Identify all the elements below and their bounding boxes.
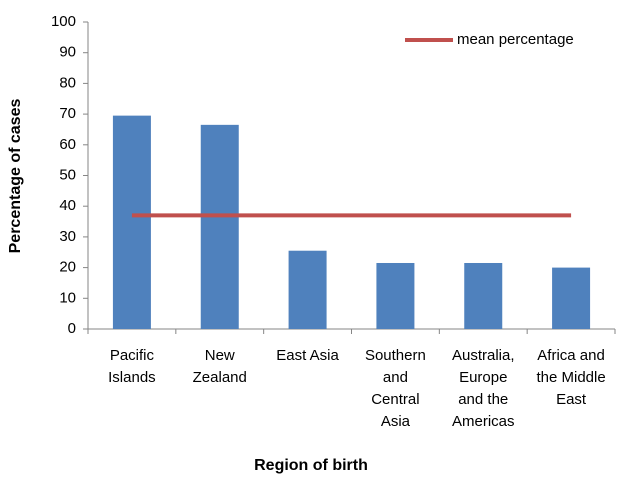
bar	[200, 124, 239, 329]
x-tick-label: Southern and Central Asia	[364, 347, 426, 430]
legend-label: mean percentage	[457, 31, 574, 48]
y-tick-label: 70	[59, 105, 76, 122]
bar	[288, 250, 327, 329]
x-tick-label: New Zealand	[192, 347, 247, 386]
bar	[552, 267, 591, 329]
y-tick-label: 90	[59, 44, 76, 61]
x-tick-label: Africa and the Middle East	[536, 347, 606, 408]
x-tick-label: Australia, Europe and the Americas	[451, 347, 515, 430]
y-axis-title: Percentage of cases	[7, 99, 24, 254]
y-tick-label: 40	[59, 197, 76, 214]
y-tick-label: 30	[59, 228, 76, 245]
y-tick-label: 10	[59, 289, 76, 306]
x-axis-title: Region of birth	[254, 457, 368, 474]
bar	[112, 115, 151, 329]
y-tick-label: 80	[59, 74, 76, 91]
y-tick-label: 0	[68, 320, 76, 337]
bar	[376, 262, 415, 329]
y-tick-label: 60	[59, 136, 76, 153]
y-tick-label: 100	[51, 13, 76, 30]
y-tick-label: 20	[59, 259, 76, 276]
x-tick-label: Pacific Islands	[108, 347, 156, 386]
x-tick-label: East Asia	[276, 347, 339, 364]
y-tick-label: 50	[59, 166, 76, 183]
bar	[464, 262, 503, 329]
